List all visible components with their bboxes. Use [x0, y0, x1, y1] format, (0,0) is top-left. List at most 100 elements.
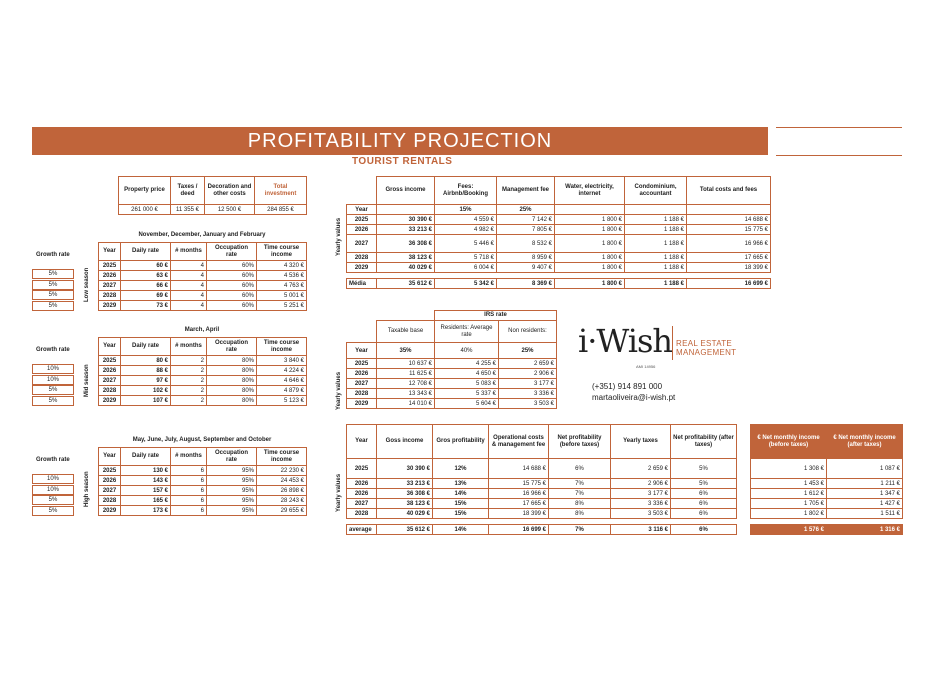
average-label: Média — [346, 278, 377, 289]
growth-rate-value: 5% — [32, 290, 74, 300]
taxable-base-cell: 14 010 € — [376, 398, 435, 409]
months-cell: 4 — [170, 260, 207, 271]
high-season-label: High season — [84, 471, 90, 507]
income-cell: 4 763 € — [256, 280, 307, 291]
fees-pct: 15% — [434, 204, 497, 215]
header-non-residents: Non residents: — [498, 320, 557, 343]
total-costs-cell: 18 399 € — [686, 262, 771, 273]
residents-cell: 5 604 € — [434, 398, 499, 409]
taxable-base-cell: 11 625 € — [376, 368, 435, 379]
mid-season-table: Year Daily rate # months Occupation rate Tim… — [98, 337, 307, 406]
gross-income-cell: 38 123 € — [376, 498, 433, 509]
logo-tagline-line2: MANAGEMENT — [676, 348, 737, 357]
income-cell: 4 646 € — [256, 375, 307, 386]
iwish-logo: i·Wish REAL ESTATE MANAGEMENT AMI 14956 — [578, 322, 736, 369]
year-cell: 2028 — [98, 495, 121, 506]
growth-rate-value: 5% — [32, 300, 74, 311]
header-occupation: Occupation rate — [206, 337, 257, 356]
header-utilities: Water, electricity, internet — [554, 176, 625, 205]
growth-rate-value: 5% — [32, 495, 74, 505]
income-cell: 4 320 € — [256, 260, 307, 271]
mid-season-label: Mid season — [84, 364, 90, 397]
residents-cell: 4 255 € — [434, 358, 499, 369]
net-after-cell: 6% — [670, 498, 737, 509]
gross-profitability-cell: 15% — [432, 498, 489, 509]
irs-table: IRS rate Taxable base Residents: Average… — [346, 310, 557, 409]
year-cell: 2025 — [98, 465, 121, 476]
operational-costs-cell: 14 688 € — [488, 458, 549, 479]
year-cell: 2026 — [346, 478, 377, 489]
growth-rate-label: Growth rate — [36, 347, 70, 353]
monthly-before-cell: 1 612 € — [750, 488, 827, 499]
occupation-cell: 80% — [206, 395, 257, 406]
management-fee-cell: 8 532 € — [496, 234, 555, 253]
income-cell: 5 001 € — [256, 290, 307, 301]
table-row: 2026 33 213 €4 982 €7 805 €1 800 €1 188 €… — [346, 224, 771, 235]
monthly-after-cell: 1 347 € — [826, 488, 903, 499]
header-months: # months — [170, 447, 207, 466]
low-season-title: November, December, January and February — [138, 232, 266, 238]
value-property-price: 261 000 € — [118, 204, 171, 215]
logo-tagline-line1: REAL ESTATE — [676, 339, 733, 348]
header-year: Year — [346, 204, 377, 215]
table-row: 2026 33 213 €13% 15 775 €7% 2 906 €5% 1 453 … — [346, 478, 903, 489]
months-cell: 4 — [170, 270, 207, 281]
gross-income-cell: 30 390 € — [376, 214, 435, 225]
average-cell: 6% — [670, 524, 737, 535]
average-cell: 14% — [432, 524, 489, 535]
utilities-cell: 1 800 € — [554, 252, 625, 263]
header-months: # months — [170, 337, 207, 356]
daily-rate-cell: 73 € — [120, 300, 171, 311]
gross-income-cell: 30 390 € — [376, 458, 433, 479]
growth-rate-value: 5% — [32, 505, 74, 516]
total-costs-cell: 17 665 € — [686, 252, 771, 263]
table-row: 2029 73 €4 60% 5 251 € — [98, 300, 307, 311]
header-daily-rate: Daily rate — [120, 337, 171, 356]
residents-cell: 4 650 € — [434, 368, 499, 379]
year-cell: 2026 — [98, 270, 121, 281]
residents-cell: 5 337 € — [434, 388, 499, 399]
occupation-cell: 95% — [206, 495, 257, 506]
months-cell: 6 — [170, 505, 207, 516]
monthly-after-cell: 1 211 € — [826, 478, 903, 489]
months-cell: 2 — [170, 375, 207, 386]
months-cell: 4 — [170, 290, 207, 301]
year-cell: 2025 — [346, 214, 377, 225]
gross-income-cell: 36 308 € — [376, 234, 435, 253]
average-cell: 5 342 € — [434, 278, 497, 289]
condominium-cell: 1 188 € — [624, 262, 687, 273]
operational-costs-cell: 17 665 € — [488, 498, 549, 509]
yearly-taxes-cell: 3 336 € — [610, 498, 671, 509]
income-cell: 24 453 € — [256, 475, 307, 486]
months-cell: 4 — [170, 280, 207, 291]
daily-rate-cell: 69 € — [120, 290, 171, 301]
year-cell: 2029 — [98, 300, 121, 311]
daily-rate-cell: 60 € — [120, 260, 171, 271]
taxable-base-cell: 10 637 € — [376, 358, 435, 369]
table-row: 2028 165 €6 95% 28 243 € — [98, 495, 307, 506]
occupation-cell: 95% — [206, 475, 257, 486]
months-cell: 6 — [170, 475, 207, 486]
monthly-after-cell: 1 427 € — [826, 498, 903, 509]
fees-cell: 5 718 € — [434, 252, 497, 263]
header-operational-costs: Operational costs & management fee — [488, 424, 549, 459]
spacer — [737, 459, 751, 479]
logo-wordmark: i·Wish — [578, 322, 673, 360]
high-season-table: Year Daily rate # months Occupation rate Tim… — [98, 447, 307, 516]
condominium-cell: 1 188 € — [624, 214, 687, 225]
page-title: PROFITABILITY PROJECTION — [32, 127, 768, 155]
months-cell: 2 — [170, 385, 207, 396]
growth-rate-value: 10% — [32, 374, 74, 385]
utilities-cell: 1 800 € — [554, 262, 625, 273]
spacer — [737, 525, 751, 535]
occupation-cell: 80% — [206, 355, 257, 366]
header-year: Year — [98, 447, 121, 466]
taxable-base-cell: 13 343 € — [376, 388, 435, 399]
table-row: 2029 173 €6 95% 29 655 € — [98, 505, 307, 516]
months-cell: 6 — [170, 495, 207, 506]
income-cell: 29 655 € — [256, 505, 307, 516]
contact-email[interactable]: martaoliveira@i-wish.pt — [592, 393, 676, 402]
header-gross-income: Goss income — [376, 424, 433, 459]
occupation-cell: 60% — [206, 290, 257, 301]
management-fee-cell: 7 805 € — [496, 224, 555, 235]
